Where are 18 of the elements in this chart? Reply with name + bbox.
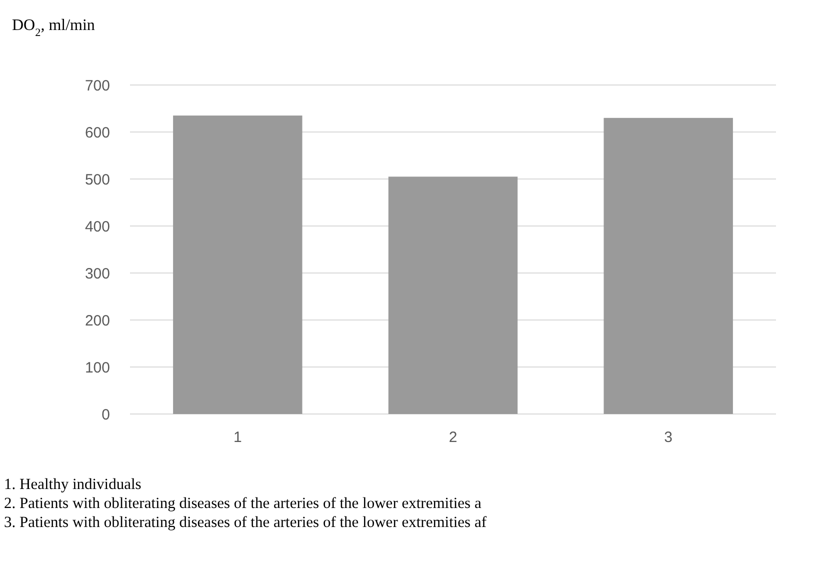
- y-axis-title: DO$_{2}$, ml/min: [12, 17, 95, 39]
- y-tick-label: 0: [102, 406, 110, 424]
- bar: [173, 116, 302, 414]
- text: 2. Patients with obliterating diseases of the arteries of the lower extremities a: [4, 495, 482, 512]
- y-tick-label: 700: [84, 77, 110, 94]
- text: 3. Patients with obliterating diseases of the arteries of the lower extremities af: [4, 514, 488, 531]
- x-tick-label: 3: [664, 429, 673, 446]
- y-tick-label: 500: [84, 171, 110, 188]
- y-tick-label: 100: [84, 359, 110, 376]
- y-tick-label: 400: [84, 218, 110, 236]
- bar: [604, 118, 733, 414]
- x-tick-label: 2: [448, 429, 458, 446]
- y-tick-label: 600: [84, 124, 110, 142]
- bar: [388, 176, 518, 414]
- text: 1. Healthy individuals: [4, 476, 142, 493]
- y-tick-label: 200: [84, 312, 110, 330]
- y-tick-label: 300: [84, 265, 110, 282]
- x-tick-label: 1: [233, 429, 242, 446]
